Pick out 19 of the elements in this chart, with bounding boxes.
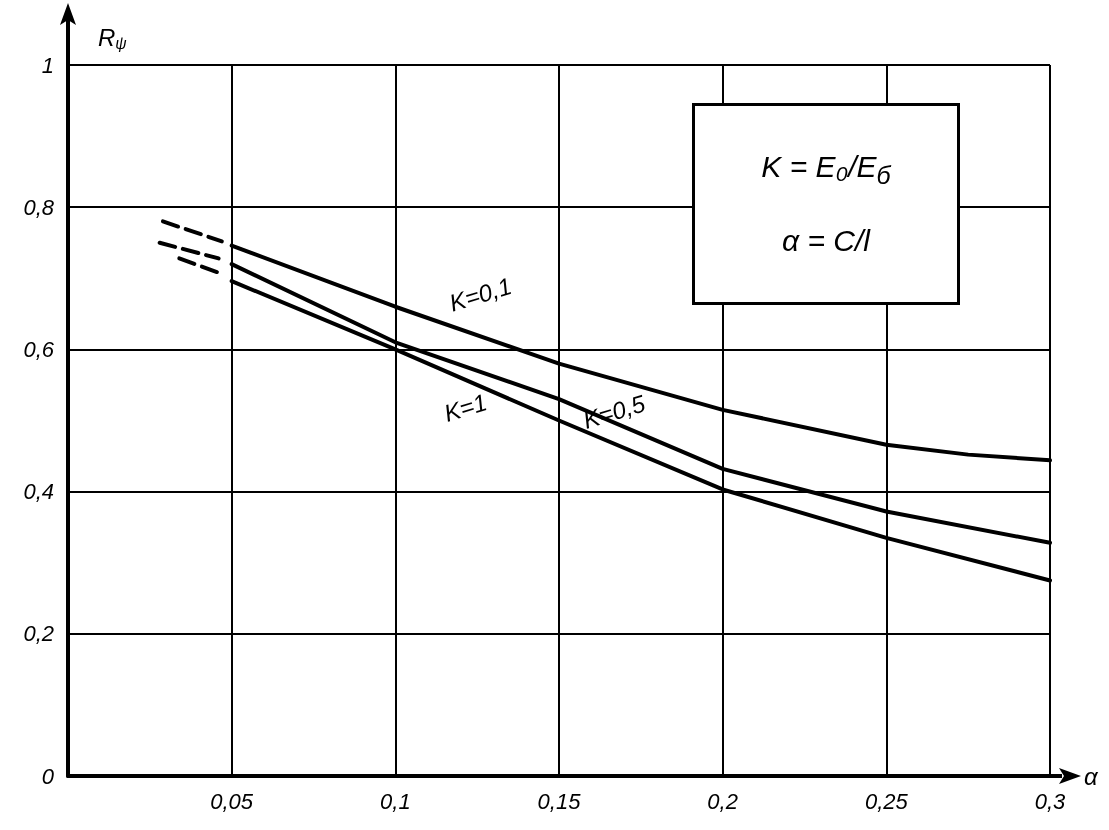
- x-tick-label: 0,25: [864, 788, 909, 814]
- text: K=0,1: [446, 272, 515, 317]
- y-tick-label: 0,8: [23, 194, 55, 220]
- text: K=0,5: [579, 389, 649, 434]
- y-tick-label: 0: [41, 763, 55, 789]
- x-tick-label: 0,05: [210, 788, 254, 814]
- y-tick-label: 0,6: [23, 336, 55, 362]
- x-tick-label: 0,3: [1034, 788, 1067, 814]
- annotation: K = E₀/E$_{б}$: [760, 149, 893, 191]
- x-tick-label: 0,2: [707, 788, 738, 814]
- x-axis-title: α: [1084, 762, 1099, 790]
- text: K=1: [440, 388, 491, 427]
- y-tick-label: 0,2: [23, 621, 54, 647]
- y-tick-label: 0,4: [23, 479, 54, 505]
- formula-box: K = E₀/E$_{б}$ α = C/l: [692, 103, 960, 305]
- y-tick-label: 1: [41, 52, 54, 78]
- annotation: α = C/l: [781, 223, 872, 259]
- x-tick-label: 0,1: [380, 788, 411, 814]
- x-tick-label: 0,15: [537, 788, 582, 814]
